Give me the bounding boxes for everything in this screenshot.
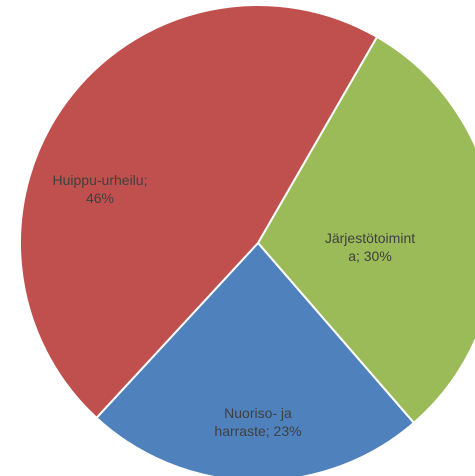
data-label: Nuoriso- ja harraste; 23% bbox=[214, 405, 301, 439]
data-label-line: Nuoriso- ja bbox=[224, 405, 292, 421]
data-label-line: a; 30% bbox=[348, 248, 392, 264]
pie-slice bbox=[256, 35, 475, 425]
data-label: Huippu-urheilu; 46% bbox=[53, 172, 148, 206]
pie-slice bbox=[19, 4, 379, 420]
data-label-line: Järjestötoimint bbox=[325, 230, 415, 246]
data-label-line: harraste; 23% bbox=[214, 423, 301, 439]
data-label: Järjestötoimint a; 30% bbox=[325, 230, 415, 264]
pie-slice bbox=[95, 241, 416, 476]
data-label-line: Huippu-urheilu; bbox=[53, 172, 148, 188]
data-label-line: 46% bbox=[86, 190, 114, 206]
